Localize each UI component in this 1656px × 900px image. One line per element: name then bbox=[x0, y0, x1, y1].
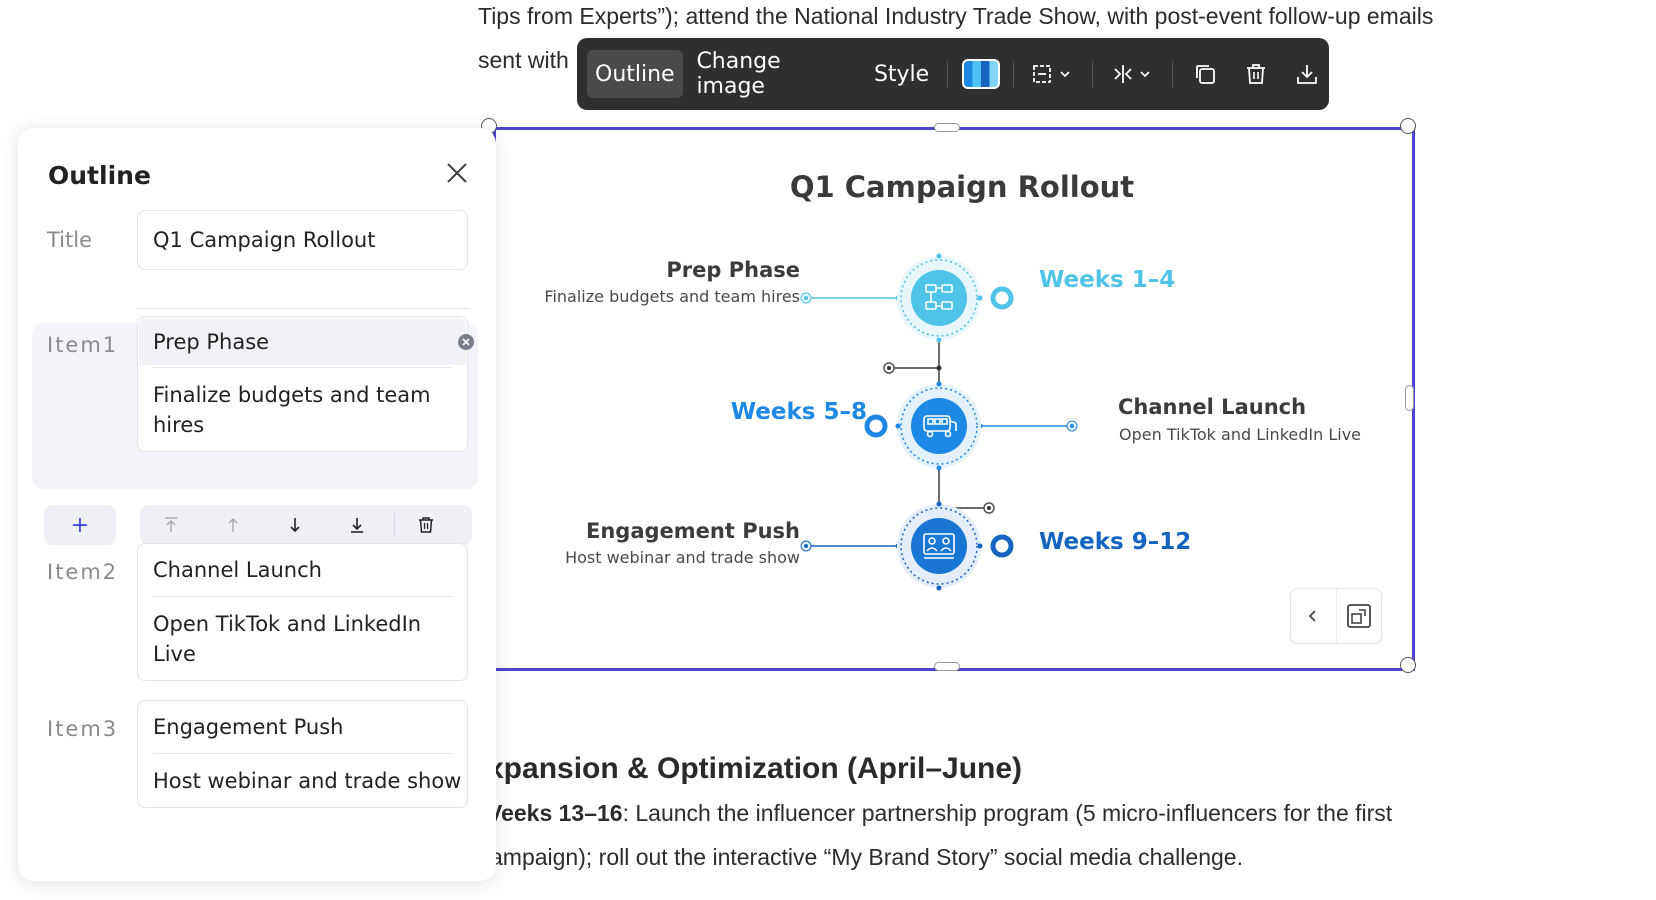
item1-divider bbox=[153, 367, 452, 368]
item1-title-highlight bbox=[139, 318, 466, 365]
infographic-graphics bbox=[800, 253, 1078, 591]
image-selection-frame bbox=[493, 127, 1415, 671]
color-swatch-icon bbox=[961, 59, 1000, 89]
item1-desc-line2[interactable]: hires bbox=[153, 413, 205, 437]
image-controls bbox=[1290, 588, 1382, 644]
item2-card: Channel Launch Open TikTok and LinkedIn … bbox=[137, 543, 468, 681]
item3-title-input[interactable]: Engagement Push bbox=[153, 715, 344, 739]
item3-subtitle: Host webinar and trade show bbox=[565, 548, 800, 567]
layout-dropdown[interactable] bbox=[1024, 51, 1082, 97]
title-input[interactable]: Q1 Campaign Rollout bbox=[137, 210, 468, 270]
move-up-button[interactable] bbox=[202, 505, 264, 545]
item1-card: Prep Phase Finalize budgets and team hir… bbox=[137, 316, 468, 452]
align-dropdown[interactable] bbox=[1103, 51, 1161, 97]
change-image-button[interactable]: Change image bbox=[696, 49, 781, 99]
doc-paragraph-rest: : Launch the influencer partnership prog… bbox=[622, 800, 1393, 826]
title-divider bbox=[137, 308, 470, 309]
item1-weeks: Weeks 1–4 bbox=[1039, 267, 1176, 293]
resize-handle-right[interactable] bbox=[1405, 385, 1414, 411]
item3-desc-line1[interactable]: Host webinar and trade show bbox=[153, 769, 462, 793]
doc-section-heading: xpansion & Optimization (April–June) bbox=[487, 752, 1023, 785]
move-to-bottom-button[interactable] bbox=[326, 505, 388, 545]
item2-heading: Channel Launch bbox=[1118, 395, 1307, 419]
doc-text-line-2: sent with bbox=[478, 47, 569, 73]
item3-label: Item3 bbox=[47, 717, 119, 741]
item3-weeks: Weeks 9–12 bbox=[1039, 529, 1192, 555]
group-icon bbox=[923, 533, 955, 559]
arrow-up-icon bbox=[228, 517, 238, 532]
move-to-bottom-icon bbox=[351, 518, 363, 533]
add-item-symbol: + bbox=[70, 512, 90, 538]
item3-heading: Engagement Push bbox=[586, 519, 800, 543]
reorder-separator bbox=[394, 513, 395, 537]
item2-title-input[interactable]: Channel Launch bbox=[153, 558, 322, 582]
doc-text-line-1: Tips from Experts”); attend the National… bbox=[478, 3, 1434, 29]
outline-button[interactable]: Outline bbox=[587, 50, 683, 98]
item3-divider bbox=[153, 753, 452, 754]
item1-desc-line1[interactable]: Finalize budgets and team bbox=[153, 383, 431, 407]
title-label: Title bbox=[47, 228, 93, 252]
resize-handle-bottom-right[interactable] bbox=[1400, 657, 1416, 673]
color-scheme-button[interactable] bbox=[958, 51, 1003, 97]
doc-weeks-label: Veeks 13–16 bbox=[487, 800, 623, 826]
expand-icon bbox=[1346, 604, 1371, 628]
delete-item-button[interactable] bbox=[395, 505, 457, 545]
resize-handle-bottom[interactable] bbox=[934, 662, 960, 671]
doc-paragraph-line-1: Veeks 13–16: Launch the influencer partn… bbox=[487, 800, 1392, 827]
item2-weeks: Weeks 5–8 bbox=[730, 399, 867, 425]
fullscreen-button[interactable] bbox=[1335, 589, 1382, 643]
infographic-title: Q1 Campaign Rollout bbox=[789, 170, 1135, 204]
image-toolbar: Outline Change image Style bbox=[577, 38, 1329, 110]
outline-panel: Outline Title Q1 Campaign Rollout Item1 … bbox=[18, 128, 496, 881]
item2-desc-line2[interactable]: Live bbox=[153, 642, 196, 666]
style-button[interactable]: Style bbox=[873, 61, 930, 87]
close-outline-button[interactable] bbox=[442, 158, 472, 188]
outline-panel-title: Outline bbox=[48, 161, 151, 190]
flip-icon bbox=[1114, 65, 1150, 83]
item2-label: Item2 bbox=[47, 560, 119, 584]
item1-heading: Prep Phase bbox=[666, 258, 800, 282]
download-button[interactable] bbox=[1284, 51, 1329, 97]
chevron-left-icon bbox=[1308, 610, 1316, 622]
item3-card: Engagement Push Host webinar and trade s… bbox=[137, 700, 468, 808]
close-circle-icon bbox=[458, 334, 474, 350]
title-input-value: Q1 Campaign Rollout bbox=[153, 228, 376, 252]
bus-icon bbox=[923, 415, 957, 438]
item1-subtitle: Finalize budgets and team hires bbox=[544, 287, 800, 306]
arrow-down-icon bbox=[290, 518, 300, 533]
item1-label: Item1 bbox=[47, 333, 119, 357]
item2-divider bbox=[153, 596, 452, 597]
move-down-button[interactable] bbox=[264, 505, 326, 545]
download-icon bbox=[1296, 65, 1317, 84]
close-icon bbox=[447, 163, 467, 183]
trash-icon bbox=[419, 517, 433, 533]
resize-handle-top-right[interactable] bbox=[1400, 118, 1416, 134]
doc-paragraph-line-2: ampaign); roll out the interactive “My B… bbox=[490, 844, 1243, 870]
duplicate-button[interactable] bbox=[1183, 51, 1228, 97]
delete-image-button[interactable] bbox=[1234, 51, 1279, 97]
collapse-button[interactable] bbox=[1291, 589, 1336, 643]
item-reorder-toolbar bbox=[140, 505, 472, 545]
remove-item1-button[interactable] bbox=[457, 333, 475, 351]
flowchart-icon bbox=[925, 284, 953, 310]
add-item-button[interactable]: + bbox=[44, 505, 116, 545]
item2-subtitle: Open TikTok and LinkedIn Live bbox=[1119, 425, 1362, 444]
layout-icon bbox=[1033, 65, 1070, 83]
resize-handle-top[interactable] bbox=[934, 123, 960, 132]
move-to-top-icon bbox=[165, 517, 177, 532]
trash-icon bbox=[1246, 64, 1265, 84]
item2-desc-line1[interactable]: Open TikTok and LinkedIn bbox=[153, 612, 422, 636]
move-to-top-button[interactable] bbox=[140, 505, 202, 545]
item1-title-input[interactable]: Prep Phase bbox=[153, 330, 270, 354]
copy-icon bbox=[1196, 65, 1216, 84]
infographic-image[interactable]: Q1 Campaign Rollout Prep Phase Finalize … bbox=[496, 130, 1412, 668]
